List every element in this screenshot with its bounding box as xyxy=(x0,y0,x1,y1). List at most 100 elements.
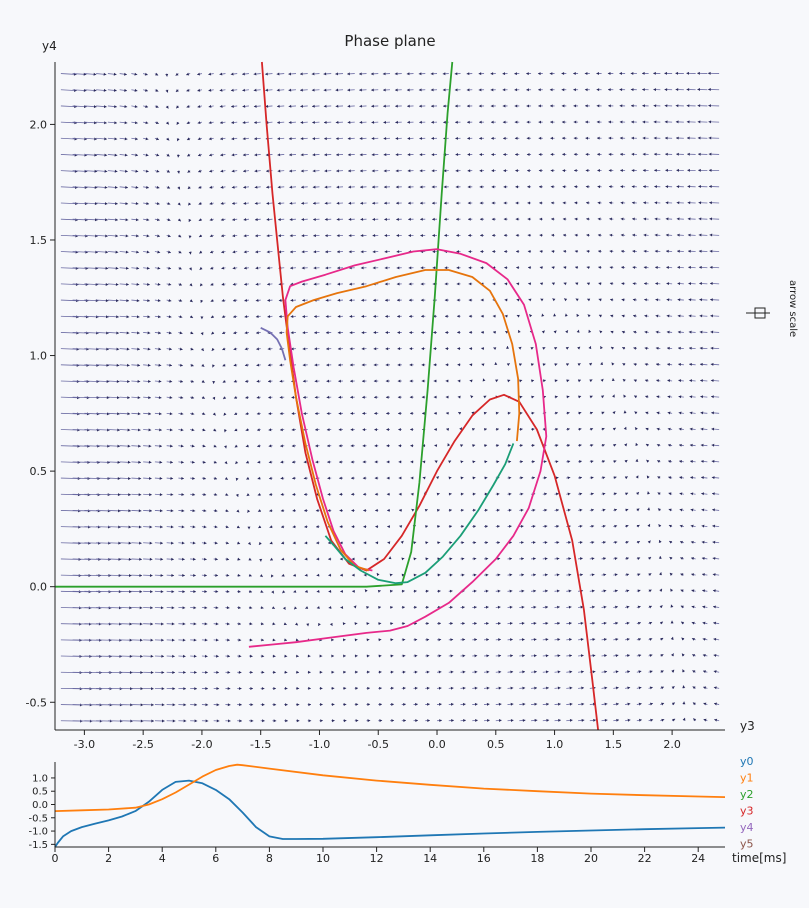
value-tick-label: 0.5 xyxy=(32,787,48,798)
field-arrow xyxy=(670,588,674,592)
field-arrow xyxy=(188,218,192,223)
field-arrow xyxy=(574,217,579,221)
field-arrow xyxy=(542,524,548,528)
field-arrow xyxy=(232,250,238,254)
field-arrow xyxy=(483,524,488,528)
field-arrow xyxy=(107,363,120,367)
field-arrow xyxy=(589,411,594,415)
field-arrow xyxy=(201,525,207,529)
field-arrow xyxy=(186,88,191,92)
field-arrow xyxy=(96,202,108,206)
field-arrow xyxy=(542,363,546,367)
field-arrow xyxy=(143,266,150,270)
field-arrow xyxy=(154,687,165,691)
field-arrow xyxy=(483,621,489,625)
field-arrow xyxy=(288,137,296,141)
field-arrow xyxy=(395,104,402,108)
field-arrow xyxy=(562,185,567,189)
field-arrow xyxy=(271,606,276,610)
field-arrow xyxy=(265,137,273,141)
field-arrow xyxy=(445,347,449,351)
field-arrow xyxy=(382,72,391,76)
field-arrow xyxy=(660,670,664,674)
field-arrow xyxy=(601,540,606,544)
field-arrow xyxy=(677,330,684,334)
field-arrow xyxy=(698,249,708,253)
field-arrow xyxy=(401,622,406,626)
field-arrow xyxy=(265,88,273,92)
field-arrow xyxy=(312,120,320,124)
field-arrow xyxy=(573,152,579,156)
field-arrow xyxy=(266,250,273,254)
field-arrow xyxy=(303,492,308,496)
field-arrow xyxy=(425,605,429,609)
field-arrow xyxy=(243,234,250,238)
field-arrow xyxy=(409,330,414,334)
field-arrow xyxy=(349,347,355,351)
field-arrow xyxy=(154,460,163,464)
field-arrow xyxy=(419,169,426,173)
field-arrow xyxy=(669,572,673,576)
field-arrow xyxy=(96,153,108,157)
field-arrow xyxy=(284,654,288,658)
field-arrow xyxy=(531,718,538,722)
field-arrow xyxy=(436,589,441,593)
field-arrow xyxy=(677,282,684,286)
field-arrow xyxy=(258,525,262,529)
field-arrow xyxy=(189,267,192,271)
field-arrow xyxy=(495,524,500,528)
field-arrow xyxy=(84,477,101,481)
field-arrow xyxy=(60,185,78,189)
field-arrow xyxy=(221,282,226,286)
field-arrow xyxy=(444,217,449,221)
field-arrow xyxy=(542,638,549,642)
field-arrow xyxy=(480,250,485,254)
field-arrow xyxy=(413,670,418,674)
field-arrow xyxy=(119,88,128,92)
field-arrow xyxy=(244,282,250,286)
field-arrow xyxy=(448,670,454,674)
field-arrow xyxy=(563,282,567,286)
field-arrow xyxy=(335,104,344,108)
field-arrow xyxy=(60,283,79,287)
field-arrow xyxy=(554,508,559,512)
field-arrow xyxy=(361,298,367,302)
field-arrow xyxy=(293,589,297,593)
field-arrow xyxy=(613,460,617,463)
field-arrow xyxy=(303,412,308,415)
field-arrow xyxy=(528,282,532,286)
field-arrow xyxy=(516,298,520,302)
field-arrow xyxy=(143,557,153,561)
field-arrow xyxy=(587,314,591,318)
field-arrow xyxy=(493,347,497,350)
field-arrow xyxy=(396,266,402,270)
trajectory-curve-2 xyxy=(248,248,548,648)
field-arrow xyxy=(700,443,708,447)
field-arrow xyxy=(201,396,206,399)
field-arrow xyxy=(709,249,720,253)
field-arrow xyxy=(377,589,381,593)
field-arrow xyxy=(444,266,449,270)
field-arrow xyxy=(209,218,214,222)
field-arrow xyxy=(658,523,662,528)
field-arrow xyxy=(338,411,344,415)
field-arrow xyxy=(601,637,607,641)
field-arrow xyxy=(96,72,107,76)
field-arrow xyxy=(712,589,720,593)
field-arrow xyxy=(480,314,485,318)
field-arrow xyxy=(443,169,449,173)
field-arrow xyxy=(530,395,535,399)
field-arrow xyxy=(305,606,309,609)
field-arrow xyxy=(178,250,182,254)
field-arrow xyxy=(222,363,226,367)
field-arrow xyxy=(479,217,485,221)
field-arrow xyxy=(527,217,532,221)
x-tick-label: -1.5 xyxy=(250,738,271,751)
field-arrow xyxy=(666,298,673,302)
field-arrow xyxy=(491,169,496,173)
field-arrow xyxy=(60,299,79,303)
field-arrow xyxy=(687,201,696,205)
field-arrow xyxy=(648,621,653,625)
field-arrow xyxy=(279,363,285,367)
